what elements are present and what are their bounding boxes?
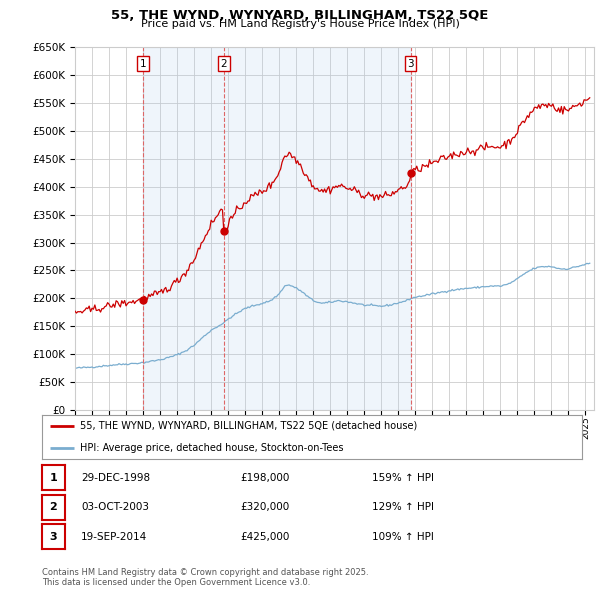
Text: 1: 1: [50, 473, 57, 483]
Text: 3: 3: [50, 532, 57, 542]
Text: 55, THE WYND, WYNYARD, BILLINGHAM, TS22 5QE: 55, THE WYND, WYNYARD, BILLINGHAM, TS22 …: [112, 9, 488, 22]
Text: HPI: Average price, detached house, Stockton-on-Tees: HPI: Average price, detached house, Stoc…: [80, 443, 343, 453]
Text: 2: 2: [221, 58, 227, 68]
Text: 3: 3: [407, 58, 414, 68]
Text: 109% ↑ HPI: 109% ↑ HPI: [372, 532, 434, 542]
Bar: [143, 47, 410, 410]
Text: 03-OCT-2003: 03-OCT-2003: [81, 502, 149, 512]
Text: 29-DEC-1998: 29-DEC-1998: [81, 473, 150, 483]
Text: £425,000: £425,000: [240, 532, 289, 542]
Text: £198,000: £198,000: [240, 473, 289, 483]
Text: £320,000: £320,000: [240, 502, 289, 512]
Text: 2: 2: [50, 502, 57, 512]
Text: 159% ↑ HPI: 159% ↑ HPI: [372, 473, 434, 483]
Text: 19-SEP-2014: 19-SEP-2014: [81, 532, 147, 542]
Text: Contains HM Land Registry data © Crown copyright and database right 2025.
This d: Contains HM Land Registry data © Crown c…: [42, 568, 368, 587]
Text: 1: 1: [140, 58, 146, 68]
Text: 55, THE WYND, WYNYARD, BILLINGHAM, TS22 5QE (detached house): 55, THE WYND, WYNYARD, BILLINGHAM, TS22 …: [80, 421, 417, 431]
Text: 129% ↑ HPI: 129% ↑ HPI: [372, 502, 434, 512]
Text: Price paid vs. HM Land Registry's House Price Index (HPI): Price paid vs. HM Land Registry's House …: [140, 19, 460, 30]
